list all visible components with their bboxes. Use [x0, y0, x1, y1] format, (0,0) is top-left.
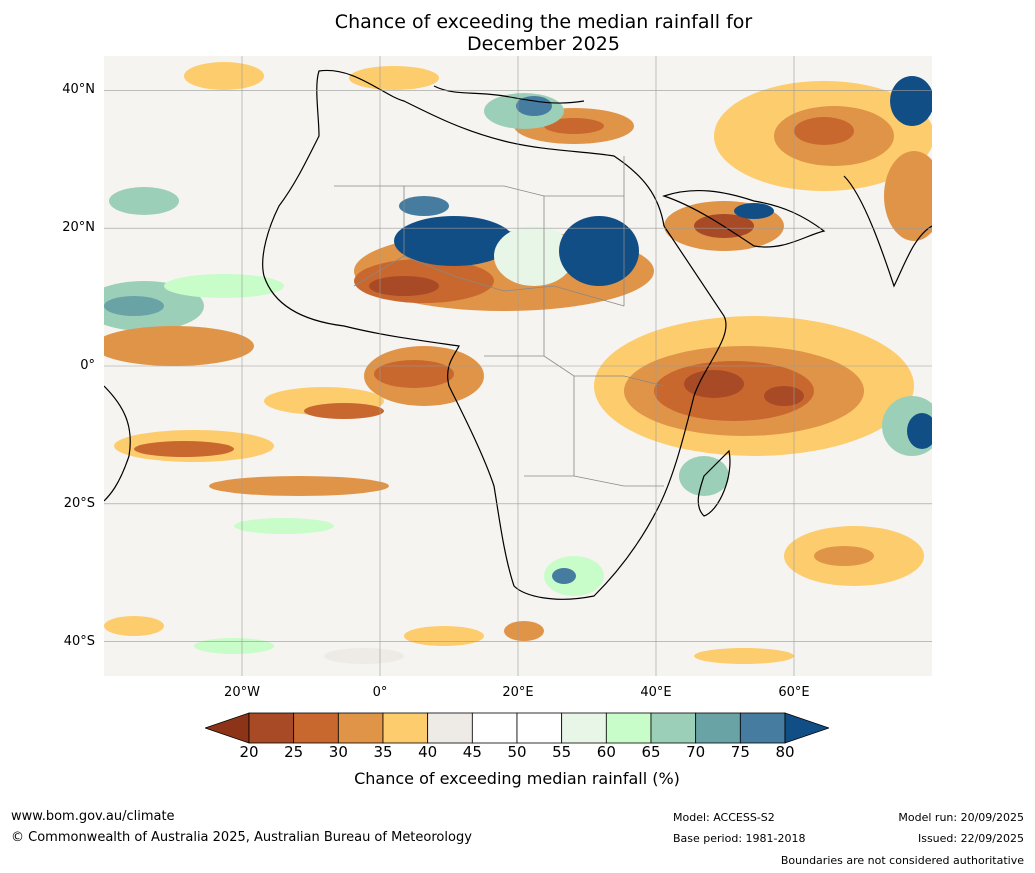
colorbar-tick-label: 70 — [686, 743, 706, 761]
issued-date: Issued: 22/09/2025 — [917, 832, 1024, 845]
base-period: Base period: 1981-2018 — [673, 832, 806, 845]
coastlines — [104, 69, 932, 600]
colorbar-cell — [516, 712, 563, 744]
probability-regions — [104, 62, 932, 664]
model-name: Model: ACCESS-S2 — [673, 811, 775, 824]
colorbar-tick-label: 45 — [462, 743, 482, 761]
latitude-label: 20°S — [63, 495, 95, 511]
colorbar-cell — [605, 712, 652, 744]
colorbar — [205, 712, 829, 744]
chart-title-line-1: Chance of exceeding the median rainfall … — [334, 11, 753, 33]
colorbar-tick-label: 75 — [730, 743, 750, 761]
colorbar-cell — [561, 712, 607, 744]
borders — [334, 156, 665, 487]
colorbar-cell — [739, 712, 786, 744]
colorbar-tick-label: 65 — [641, 743, 661, 761]
colorbar-tick-label: 50 — [507, 743, 527, 761]
graticule — [104, 56, 932, 676]
longitude-label: 20°E — [502, 685, 534, 700]
longitude-label: 60°E — [778, 685, 810, 700]
colorbar-cell — [650, 712, 697, 744]
map-canvas — [104, 56, 932, 676]
colorbar-cell — [337, 712, 384, 744]
rainfall-map — [104, 56, 932, 676]
colorbar-tick-label: 80 — [775, 743, 795, 761]
bom-website-link[interactable]: www.bom.gov.au/climate — [11, 809, 175, 824]
colorbar-tick-label: 40 — [418, 743, 438, 761]
longitude-label: 20°W — [224, 685, 260, 700]
longitude-label: 40°E — [640, 685, 672, 700]
latitude-label: 40°N — [62, 82, 95, 98]
colorbar-cell — [248, 712, 295, 744]
colorbar-tick-label: 60 — [596, 743, 616, 761]
latitude-label: 20°N — [62, 220, 95, 236]
colorbar-tick-label: 35 — [373, 743, 393, 761]
colorbar-cell — [427, 712, 473, 744]
chart-title-line-2: December 2025 — [467, 33, 620, 55]
boundary-disclaimer: Boundaries are not considered authoritat… — [780, 854, 1024, 867]
colorbar-cell — [471, 712, 518, 744]
colorbar-under-arrow — [205, 712, 250, 744]
colorbar-tick-label: 25 — [284, 743, 304, 761]
colorbar-cell — [293, 712, 339, 744]
colorbar-cell — [382, 712, 429, 744]
latitude-label: 40°S — [63, 633, 95, 649]
colorbar-tick-label: 30 — [328, 743, 348, 761]
colorbar-cell — [695, 712, 741, 744]
longitude-label: 0° — [372, 685, 388, 700]
copyright-notice: © Commonwealth of Australia 2025, Austra… — [11, 830, 472, 845]
colorbar-tick-label: 20 — [239, 743, 259, 761]
model-run-date: Model run: 20/09/2025 — [898, 811, 1024, 824]
colorbar-label: Chance of exceeding median rainfall (%) — [354, 769, 680, 788]
latitude-label: 0° — [80, 358, 95, 373]
colorbar-over-arrow — [784, 712, 829, 744]
colorbar-tick-label: 55 — [552, 743, 572, 761]
